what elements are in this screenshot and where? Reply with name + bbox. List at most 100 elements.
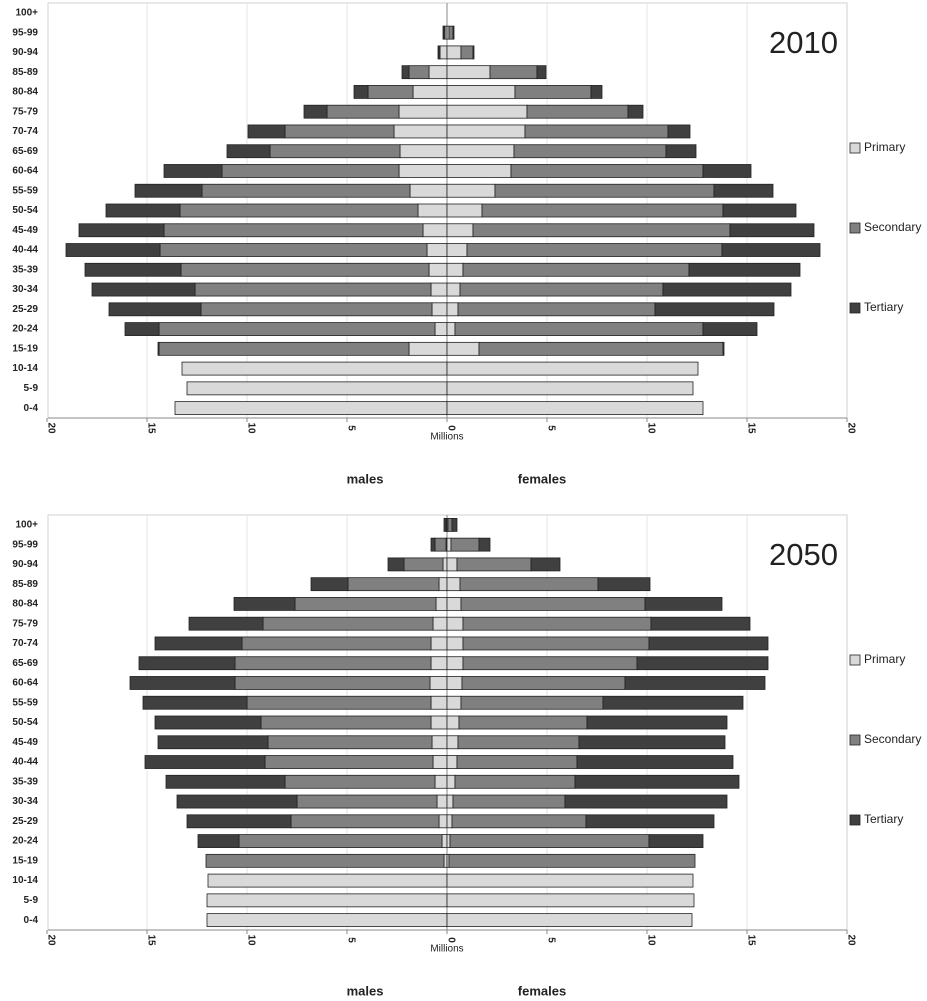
x-tick-label: 0 [445,937,456,943]
x-tick-label: 5 [345,425,356,431]
bar-segment [451,814,587,829]
bar-segment [197,834,240,848]
bar-segment [722,341,725,356]
bar-segment [129,676,236,690]
bar-segment [438,577,448,592]
bar-segment [446,381,694,396]
bar-segment [446,104,528,119]
bar-segment [422,223,448,238]
bar-segment [530,557,561,572]
bar-segment [429,676,448,690]
x-tick-label: 10 [645,934,656,946]
bar-segment [398,104,448,119]
bar-segment [702,322,758,336]
bar-segment [729,223,815,238]
category-label: 85-89 [12,67,38,78]
category-label: 5-9 [24,383,39,394]
bar-segment [524,124,669,139]
bar-segment [179,203,419,218]
x-tick-label: 5 [545,425,556,431]
bar-segment [713,183,774,198]
bar-segment [124,322,160,336]
x-tick-label: 0 [445,425,456,431]
bar-segment [459,577,599,592]
bar-segment [454,322,704,336]
bar-segment [142,695,248,710]
x-tick-label: 15 [745,422,756,434]
bar-segment [408,341,448,356]
category-label: 60-64 [12,678,38,689]
category-label: 70-74 [12,126,38,137]
category-label: 25-29 [12,816,38,827]
bar-segment [452,25,455,40]
bar-segment [206,913,448,928]
bar-segment [472,223,731,238]
bar-segment [478,341,724,356]
bar-segment [462,656,638,671]
category-label: 90-94 [12,559,38,570]
bar-segment [446,341,480,356]
bar-segment [387,557,405,572]
bar-segment [431,735,448,750]
bar-segment [233,597,296,611]
bar-segment [460,597,646,611]
bar-segment [430,695,448,710]
bar-segment [456,557,532,572]
bar-segment [296,794,438,809]
bar-segment [536,65,547,80]
bar-segment [247,124,286,139]
side-label: males [347,983,384,998]
category-label: 90-94 [12,47,38,58]
x-tick-label: 20 [45,422,56,434]
legend-label: Tertiary [864,812,903,826]
category-label: 40-44 [12,757,38,768]
bar-segment [401,65,410,80]
bar-segment [722,203,797,218]
bar-segment [428,262,448,277]
bar-segment [602,695,744,710]
bar-segment [200,302,433,317]
bar-segment [460,45,474,60]
bar-segment [138,656,236,671]
bar-segment [462,262,690,277]
bar-segment [454,774,576,789]
category-label: 15-19 [12,343,38,354]
x-tick-label: 10 [645,422,656,434]
category-label: 0-4 [24,915,39,926]
bar-segment [446,164,512,178]
bar-segment [154,636,243,651]
bar-segment [688,262,801,277]
bar-segment [180,262,430,277]
legend-label: Secondary [864,220,921,234]
bar-segment [459,282,664,297]
chart-title: 2050 [769,537,838,572]
bar-segment [430,282,448,297]
category-label: 95-99 [12,539,38,550]
bar-segment [65,243,161,257]
bar-segment [462,616,652,631]
bar-segment [446,85,516,99]
bar-segment [436,794,448,809]
bar-segment [157,341,160,356]
category-label: 50-54 [12,717,38,728]
bar-segment [393,124,448,139]
bar-segment [446,223,474,238]
bar-segment [446,65,491,80]
bar-segment [426,243,448,257]
x-tick-label: 20 [845,422,856,434]
bar-segment [446,262,464,277]
bar-segment [460,695,604,710]
bar-segment [157,735,269,750]
bar-segment [446,656,464,671]
bar-segment [513,144,667,159]
category-label: 65-69 [12,146,38,157]
bar-segment [134,183,203,198]
bar-segment [353,85,369,99]
bar-segment [446,361,699,376]
bar-segment [650,616,751,631]
bar-segment [702,164,752,178]
bar-segment [648,834,704,848]
bar-segment [434,774,448,789]
x-tick-label: 20 [45,934,56,946]
